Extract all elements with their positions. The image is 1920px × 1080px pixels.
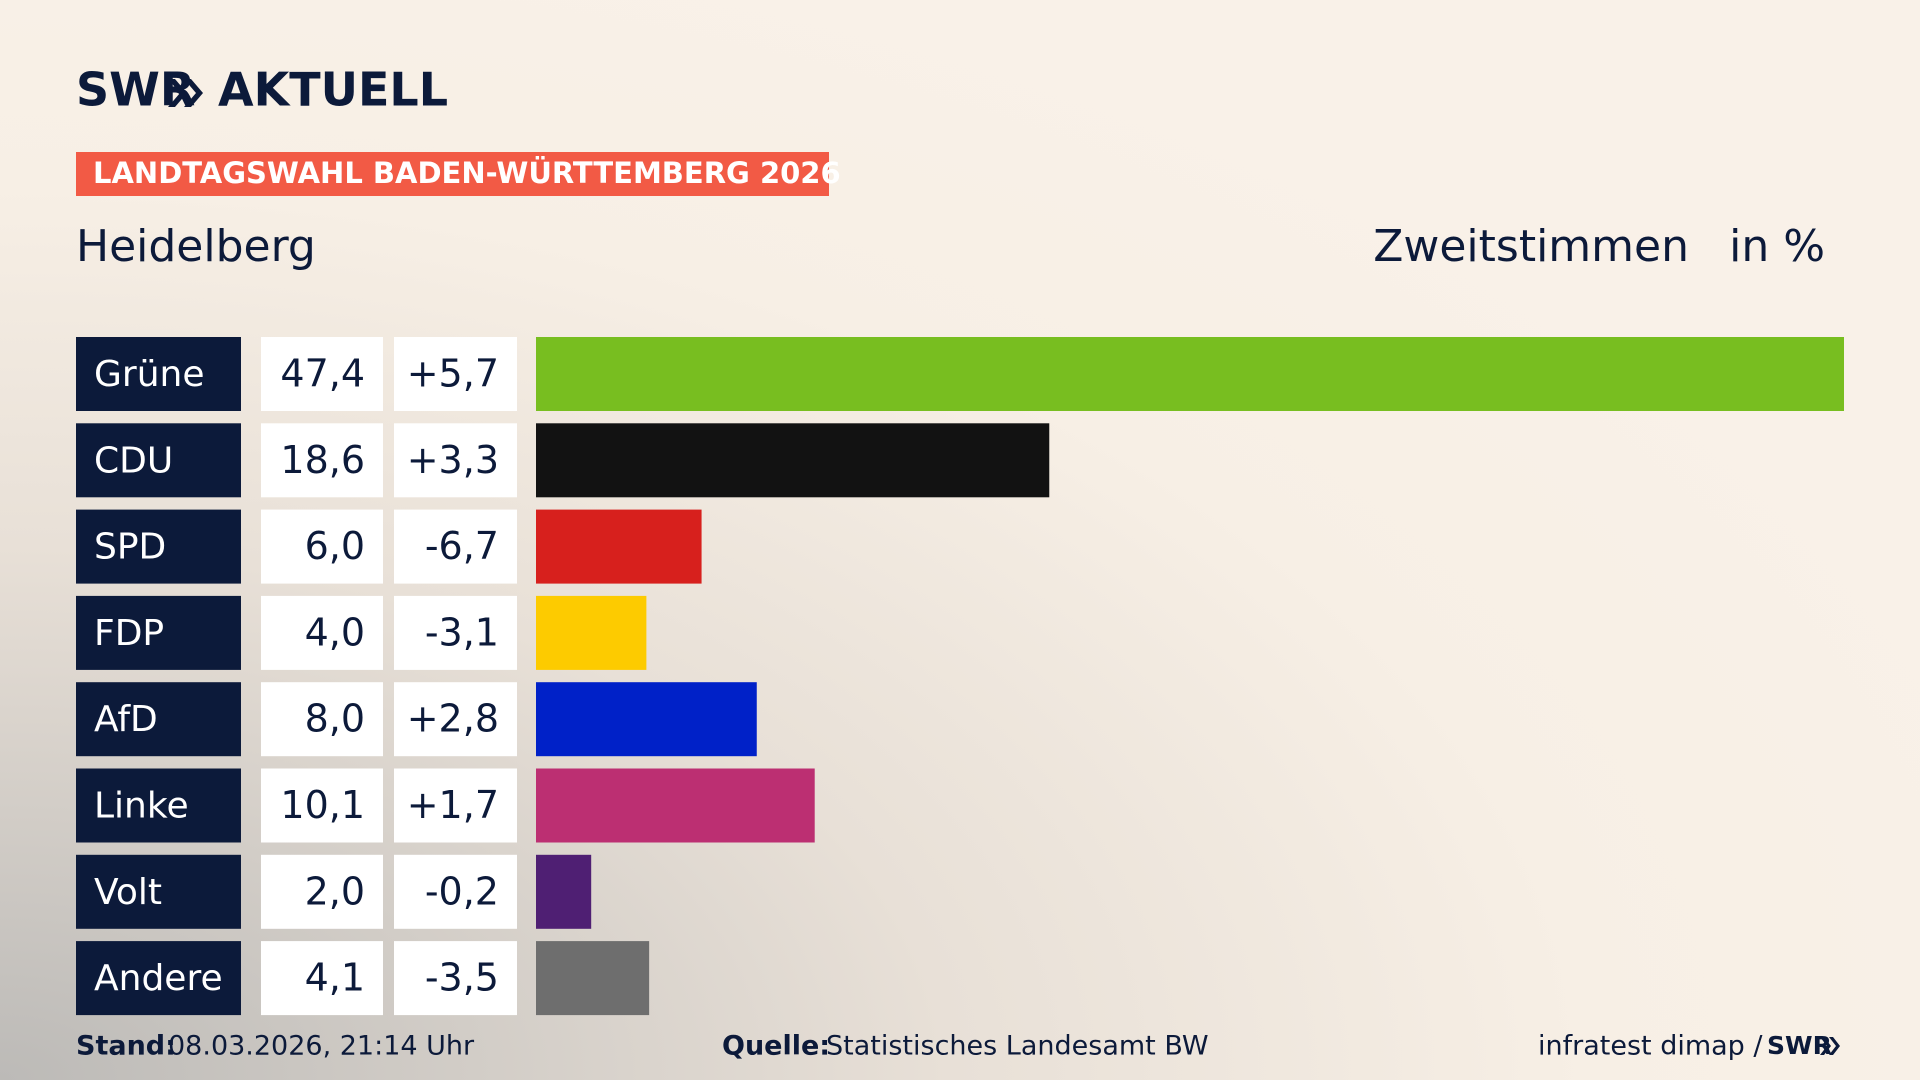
party-box bbox=[76, 509, 241, 584]
party-name: AfD bbox=[94, 699, 158, 740]
party-name: Linke bbox=[94, 786, 189, 827]
chart-title: Heidelberg bbox=[76, 221, 316, 272]
change-label: -6,7 bbox=[425, 524, 499, 568]
brand-chevrons bbox=[168, 79, 203, 107]
party-box bbox=[76, 337, 241, 411]
bar bbox=[536, 941, 650, 1016]
value-box bbox=[261, 854, 383, 929]
change-box bbox=[394, 941, 517, 1016]
source-label: Quelle: bbox=[722, 1031, 830, 1062]
change-label: +1,7 bbox=[407, 783, 499, 827]
change-box bbox=[394, 854, 517, 929]
change-label: +3,3 bbox=[407, 438, 499, 482]
credit-chevrons bbox=[1820, 1037, 1840, 1055]
bar bbox=[536, 768, 815, 843]
stand-label: Stand: bbox=[76, 1031, 176, 1062]
bar bbox=[536, 337, 1844, 411]
change-box bbox=[394, 595, 517, 670]
value-label: 10,1 bbox=[280, 783, 365, 827]
value-box bbox=[261, 337, 383, 411]
bar bbox=[536, 854, 592, 929]
party-box bbox=[76, 768, 241, 843]
party-name: Andere bbox=[94, 958, 223, 999]
change-box bbox=[394, 768, 517, 843]
bar bbox=[536, 423, 1050, 498]
change-label: +2,8 bbox=[407, 697, 499, 741]
party-box bbox=[76, 423, 241, 498]
change-label: +5,7 bbox=[407, 352, 499, 396]
value-box bbox=[261, 682, 383, 757]
change-box bbox=[394, 509, 517, 584]
bar bbox=[536, 595, 647, 670]
stand: 08.03.2026, 21:14 Uhr bbox=[168, 1031, 475, 1062]
value-label: 2,0 bbox=[305, 869, 365, 913]
party-name: Volt bbox=[94, 872, 162, 913]
party-name: CDU bbox=[94, 440, 173, 481]
value-label: 8,0 bbox=[305, 697, 365, 741]
brand-sub: AKTUELL bbox=[218, 63, 448, 117]
credit-brand: SWR bbox=[1767, 1031, 1832, 1060]
party-name: SPD bbox=[94, 527, 166, 568]
party-box bbox=[76, 595, 241, 670]
value-box bbox=[261, 768, 383, 843]
value-box bbox=[261, 941, 383, 1016]
unit: in % bbox=[1729, 221, 1825, 272]
change-box bbox=[394, 682, 517, 757]
change-label: -0,2 bbox=[425, 869, 499, 913]
change-box bbox=[394, 423, 517, 498]
value-box bbox=[261, 595, 383, 670]
value-label: 18,6 bbox=[280, 438, 365, 482]
bar bbox=[536, 509, 702, 584]
party-box bbox=[76, 682, 241, 757]
value-box bbox=[261, 423, 383, 498]
value-label: 4,1 bbox=[305, 956, 365, 1000]
credit: infratest dimap / bbox=[1538, 1031, 1763, 1062]
change-box bbox=[394, 337, 517, 411]
banner bbox=[76, 152, 829, 196]
value-box bbox=[261, 509, 383, 584]
brand: SWR bbox=[76, 63, 195, 117]
change-label: -3,1 bbox=[425, 610, 499, 654]
value-label: 47,4 bbox=[280, 352, 365, 396]
source: Statistisches Landesamt BW bbox=[826, 1031, 1209, 1062]
party-name: FDP bbox=[94, 613, 164, 654]
change-label: -3,5 bbox=[425, 956, 499, 1000]
party-box bbox=[76, 941, 241, 1016]
party-name: Grüne bbox=[94, 354, 204, 395]
banner-text: LANDTAGSWAHL BADEN-WÜRTTEMBERG 2026 bbox=[93, 156, 841, 190]
bar bbox=[536, 682, 757, 757]
value-label: 4,0 bbox=[305, 610, 365, 654]
value-label: 6,0 bbox=[305, 524, 365, 568]
subtitle: Zweitstimmen bbox=[1373, 221, 1689, 272]
party-box bbox=[76, 854, 241, 929]
